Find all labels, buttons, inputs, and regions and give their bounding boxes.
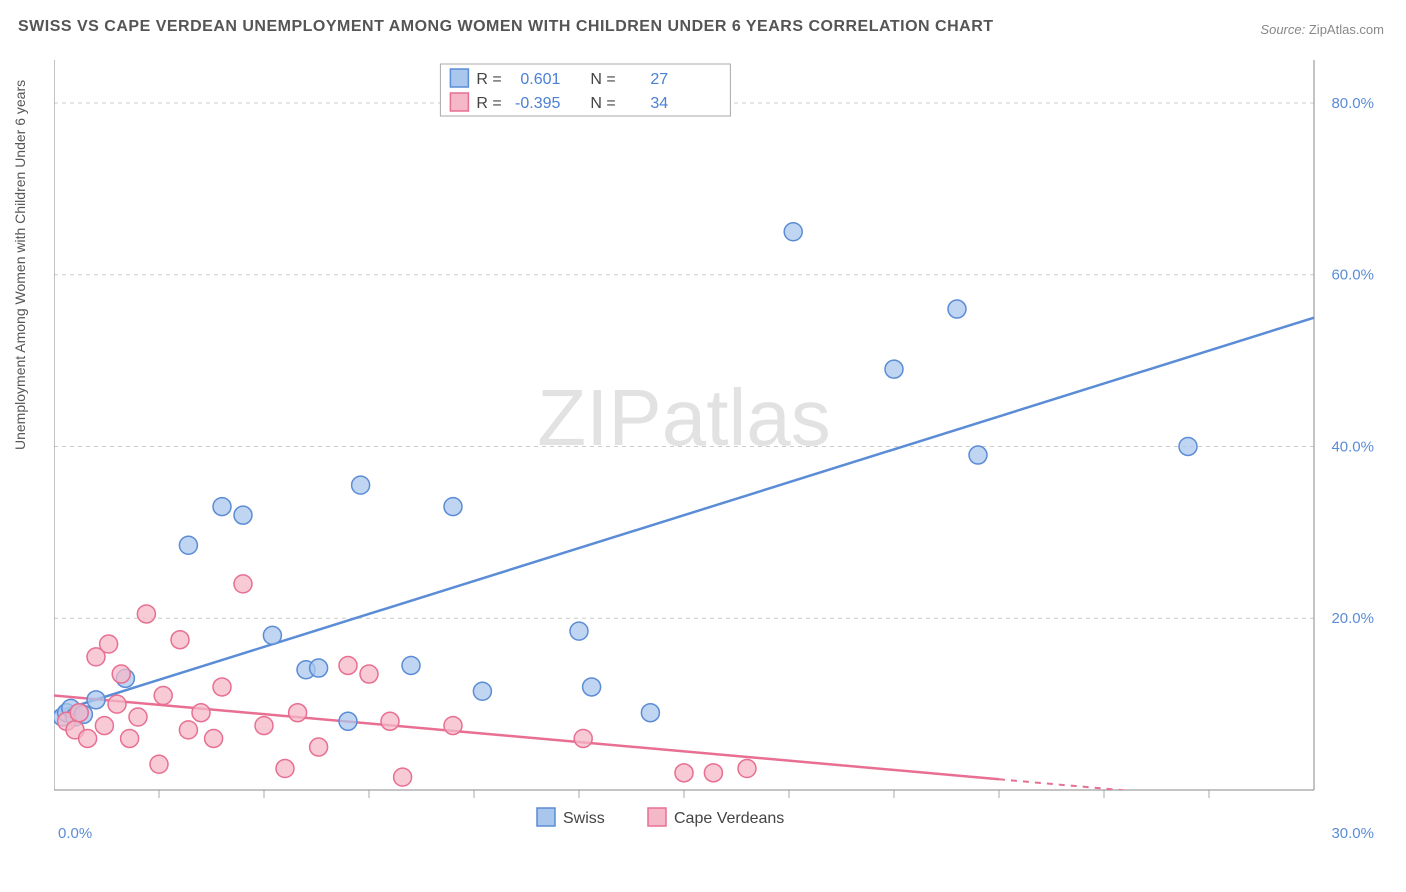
data-point: [738, 760, 756, 778]
data-point: [100, 635, 118, 653]
data-point: [213, 678, 231, 696]
data-point: [154, 687, 172, 705]
data-point: [570, 622, 588, 640]
data-point: [360, 665, 378, 683]
legend-n-value: 27: [650, 71, 668, 88]
chart-title: SWISS VS CAPE VERDEAN UNEMPLOYMENT AMONG…: [18, 18, 994, 36]
data-point: [641, 704, 659, 722]
data-point: [213, 498, 231, 516]
legend-n-label: N =: [590, 71, 615, 88]
data-point: [192, 704, 210, 722]
data-point: [87, 691, 105, 709]
chart-svg: 20.0% 40.0% 60.0% 80.0% ZIPatlas R = 0.601 N = 2…: [54, 50, 1384, 860]
chart-area: 20.0% 40.0% 60.0% 80.0% ZIPatlas R = 0.601 N = 2…: [54, 50, 1384, 860]
data-point: [150, 755, 168, 773]
data-point: [402, 656, 420, 674]
data-point: [129, 708, 147, 726]
data-point: [444, 498, 462, 516]
data-point: [1179, 437, 1197, 455]
data-point: [121, 729, 139, 747]
legend-r-value: 0.601: [520, 71, 560, 88]
legend-swatch: [450, 69, 468, 87]
series-legend-label: Swiss: [563, 810, 605, 827]
x-max-label: 30.0%: [1331, 825, 1374, 842]
data-point: [171, 631, 189, 649]
legend-swatch: [450, 93, 468, 111]
data-point: [339, 656, 357, 674]
data-point: [137, 605, 155, 623]
data-point: [255, 717, 273, 735]
legend-r-label: R =: [476, 95, 501, 112]
data-point: [339, 712, 357, 730]
data-point: [70, 704, 88, 722]
data-point: [704, 764, 722, 782]
y-tick-label: 60.0%: [1331, 267, 1374, 284]
data-point: [969, 446, 987, 464]
data-point: [205, 729, 223, 747]
data-point: [948, 300, 966, 318]
data-point: [289, 704, 307, 722]
legend-r-label: R =: [476, 71, 501, 88]
series-legend-swatch: [537, 808, 555, 826]
data-point: [574, 729, 592, 747]
data-point: [276, 760, 294, 778]
y-axis-label: Unemployment Among Women with Children U…: [12, 80, 28, 450]
data-point: [381, 712, 399, 730]
data-point: [234, 506, 252, 524]
series-legend-label: Cape Verdeans: [674, 810, 784, 827]
data-point: [675, 764, 693, 782]
data-point: [583, 678, 601, 696]
watermark: ZIPatlas: [537, 373, 830, 462]
data-point: [112, 665, 130, 683]
legend-n-value: 34: [650, 95, 668, 112]
data-point: [234, 575, 252, 593]
data-point: [79, 729, 97, 747]
data-point: [885, 360, 903, 378]
data-point: [444, 717, 462, 735]
legend-r-value: -0.395: [515, 95, 560, 112]
data-point: [310, 659, 328, 677]
data-point: [310, 738, 328, 756]
y-tick-label: 80.0%: [1331, 95, 1374, 112]
data-point: [473, 682, 491, 700]
data-point: [95, 717, 113, 735]
source-attribution: Source: ZipAtlas.com: [1260, 22, 1384, 37]
data-point: [784, 223, 802, 241]
data-point: [394, 768, 412, 786]
series-legend-swatch: [648, 808, 666, 826]
source-label: Source:: [1260, 22, 1305, 37]
data-point: [179, 721, 197, 739]
legend-n-label: N =: [590, 95, 615, 112]
source-value: ZipAtlas.com: [1309, 22, 1384, 37]
y-tick-label: 40.0%: [1331, 438, 1374, 455]
data-point: [108, 695, 126, 713]
x-min-label: 0.0%: [58, 825, 92, 842]
data-point: [179, 536, 197, 554]
y-tick-label: 20.0%: [1331, 610, 1374, 627]
data-point: [263, 626, 281, 644]
data-point: [352, 476, 370, 494]
